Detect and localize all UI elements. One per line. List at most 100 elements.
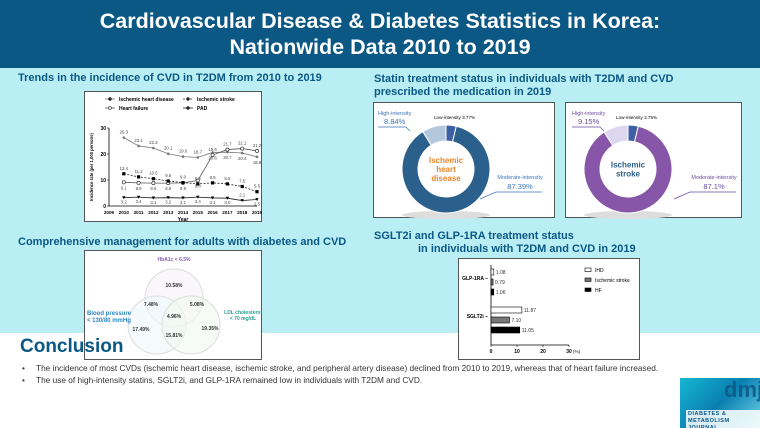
- venn-label-bp: Blood pressure: [87, 311, 132, 317]
- legend-marker: [108, 106, 112, 110]
- venn-label-bp-2: < 130/80 mmHg: [87, 318, 131, 324]
- management-heading: Comprehensive management for adults with…: [18, 236, 347, 248]
- y-axis-title: Incidence rate (per 1,000 persons): [89, 133, 94, 201]
- trends-heading: Trends in the incidence of CVD in T2DM f…: [18, 72, 322, 84]
- y-tick-label: 0: [103, 204, 106, 210]
- statin-heading-2: prescribed the medication in 2019: [374, 86, 552, 98]
- data-point: [137, 175, 141, 179]
- data-label: 3.2: [165, 200, 172, 205]
- data-point: [166, 152, 170, 156]
- bar-ihd: [490, 268, 495, 276]
- line-chart: 0 10 20 30 2009 2010 2011 2012 2013 2014 2015 2016 2…: [89, 97, 263, 223]
- data-label: 3.1: [150, 200, 157, 205]
- data-label: 20.6: [208, 155, 217, 160]
- legend-swatch: [584, 267, 592, 272]
- series-line-3: [123, 196, 258, 201]
- donut-shadow: [584, 211, 672, 219]
- data-point: [166, 179, 170, 183]
- data-point: [240, 184, 244, 189]
- donut-center-label: stroke: [616, 170, 641, 179]
- data-point: [136, 180, 141, 185]
- data-point: [122, 172, 126, 176]
- data-label: 5.5: [254, 184, 261, 189]
- legend-label: Ischemic stroke: [197, 97, 235, 103]
- series-line-2: [123, 173, 258, 193]
- bar-value-label: 7.10: [511, 318, 521, 324]
- logo-mark: dmj: [724, 378, 760, 402]
- bar-ihd: [490, 306, 523, 314]
- donut-slice-moderate-intensity: [401, 125, 491, 214]
- x-tick-label: 2018: [237, 210, 248, 215]
- venn-value: 4.96%: [167, 314, 182, 320]
- venn-value: 19.35%: [202, 326, 220, 332]
- statin-heading: Statin treatment status in individuals w…: [374, 73, 673, 99]
- data-label: 8.9: [210, 175, 217, 180]
- data-label: 18.7: [194, 149, 203, 154]
- donut-center-label: disease: [431, 174, 461, 183]
- sglt-heading-2: in individuals with T2DM and CVD in 2019: [418, 243, 636, 255]
- data-point: [196, 156, 200, 159]
- y-tick-label: 10: [100, 178, 106, 184]
- venn-value: 5.08%: [190, 302, 205, 308]
- data-label: 21.2: [253, 143, 262, 148]
- x-tick-label: 2010: [119, 210, 130, 215]
- statin-heading-1: Statin treatment status in individuals w…: [374, 73, 674, 85]
- data-label: 8.5: [195, 176, 202, 181]
- data-label: 2.5: [254, 202, 261, 207]
- data-point: [196, 195, 200, 199]
- high-intensity-label: High-intensity: [572, 111, 606, 117]
- data-point: [137, 144, 140, 148]
- data-point: [122, 136, 126, 139]
- conclusion-title: Conclusion: [20, 336, 124, 357]
- data-point: [225, 147, 230, 152]
- data-point: [196, 182, 200, 186]
- donut-shadow: [402, 211, 490, 219]
- leader-line: [572, 126, 605, 132]
- data-point: [136, 195, 141, 199]
- donut-center-label: heart: [436, 165, 456, 174]
- data-point: [122, 196, 126, 200]
- data-label: 19.6: [208, 147, 217, 152]
- data-point: [181, 196, 185, 200]
- conclusion-item: The use of high-intensity statins, SGLT2…: [22, 375, 662, 386]
- data-point: [255, 155, 259, 159]
- data-label: 10.5: [149, 171, 158, 176]
- data-label: 21.7: [223, 142, 232, 147]
- data-label: 8.8: [165, 186, 172, 191]
- bar-hf: [490, 288, 495, 296]
- x-tick-label: 2013: [163, 210, 174, 215]
- data-label: 9.6: [165, 173, 172, 178]
- legend-label: Ischemic stroke: [595, 278, 630, 284]
- legend-swatch: [584, 277, 592, 282]
- x-tick-label: 2012: [148, 210, 159, 215]
- legend-label: Ischemic heart disease: [119, 97, 174, 103]
- x-tick-label: 0: [490, 349, 493, 355]
- data-label: 8.9: [180, 186, 187, 191]
- data-point: [210, 196, 215, 200]
- data-label: 8.5: [224, 176, 231, 181]
- venn-circle-ldl: [161, 295, 221, 355]
- data-point: [255, 198, 259, 201]
- moderate-intensity-value: 87.39%: [507, 182, 533, 191]
- data-label: 20.4: [238, 156, 247, 161]
- x-unit-label: (%): [573, 349, 580, 354]
- data-point: [211, 181, 215, 185]
- moderate-intensity-label: Moderate-intensity: [691, 175, 736, 181]
- data-label: 7.5: [239, 179, 246, 184]
- category-label: GLP-1RA –: [462, 276, 488, 282]
- x-tick-label: 2009: [104, 210, 115, 215]
- data-label: 22.1: [238, 141, 247, 146]
- logo-line-2: METABOLISM JOURNAL: [688, 418, 730, 428]
- data-label: 3.0: [224, 200, 231, 205]
- data-point: [240, 199, 244, 203]
- data-point: [152, 146, 155, 150]
- legend-label: PAD: [197, 106, 208, 112]
- data-label: 23.1: [134, 138, 143, 143]
- data-point: [151, 177, 155, 181]
- data-label: 19.0: [179, 149, 188, 154]
- series-line-1: [123, 148, 258, 184]
- low-intensity-label: Low-intensity 3.75%: [616, 115, 657, 120]
- data-label: 20.7: [223, 155, 232, 160]
- data-label: 20.1: [164, 146, 173, 151]
